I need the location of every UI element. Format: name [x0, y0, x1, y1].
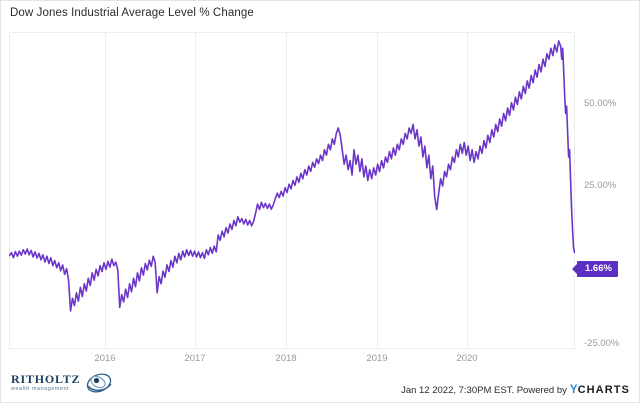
- x-axis-tick-2019: 2019: [366, 353, 388, 364]
- attribution: Jan 12 2022, 7:30PM EST. Powered by Y CH…: [401, 384, 630, 396]
- y-axis-tick-neg25: -25.00%: [584, 338, 620, 349]
- brand-name: RITHOLTZ: [11, 372, 81, 387]
- line-chart-svg: [9, 32, 575, 349]
- page-title: Dow Jones Industrial Average Level % Cha…: [10, 7, 254, 19]
- x-axis-tick-2020: 2020: [456, 353, 478, 364]
- x-axis-tick-2018: 2018: [275, 353, 297, 364]
- ycharts-wordmark: CHARTS: [577, 384, 630, 396]
- y-axis-tick-50: 50.00%: [584, 98, 617, 109]
- x-axis-tick-2017: 2017: [184, 353, 206, 364]
- plot-border: [9, 32, 575, 349]
- y-axis-tick-25: 25.00%: [584, 180, 617, 191]
- plot-area: [9, 32, 575, 349]
- last-value-badge: 1.66%: [572, 261, 618, 277]
- brand-logo: RITHOLTZ wealth management: [11, 373, 114, 393]
- series-line-dow-jones: [9, 40, 575, 312]
- attribution-text: Jan 12 2022, 7:30PM EST. Powered by: [401, 385, 567, 396]
- brand-tagline: wealth management: [11, 385, 70, 392]
- brand-text: RITHOLTZ wealth management: [11, 373, 80, 392]
- ycharts-y-icon: Y: [569, 384, 578, 396]
- x-axis-tick-2016: 2016: [94, 353, 116, 364]
- swirl-icon: [87, 373, 112, 393]
